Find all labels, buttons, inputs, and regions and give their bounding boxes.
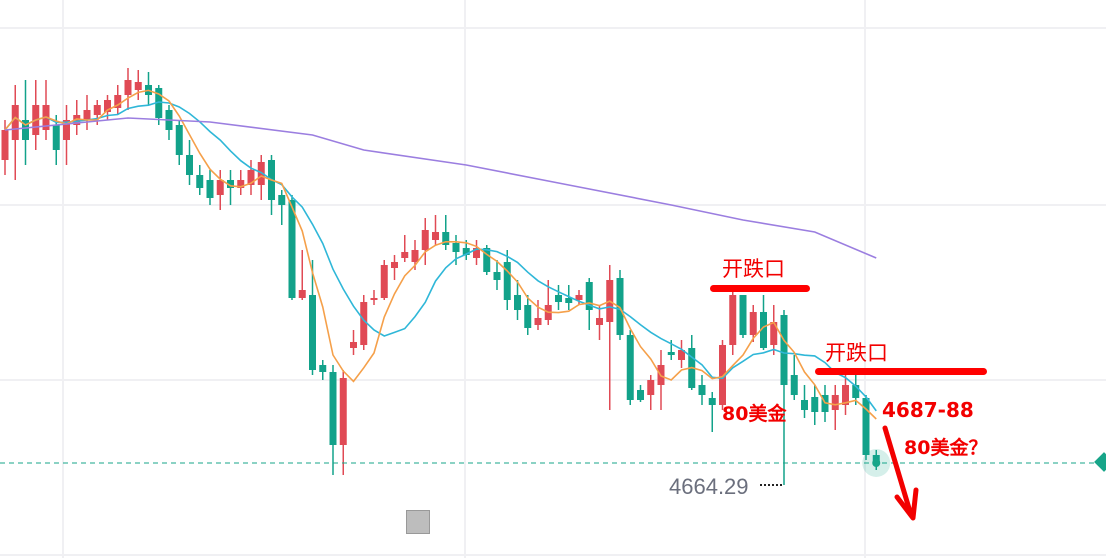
candle-body xyxy=(831,395,839,410)
down-arrow-head xyxy=(894,487,919,521)
candle-body xyxy=(842,385,849,405)
candle-body xyxy=(719,345,726,405)
annotation-move-2: 80美金？ xyxy=(904,437,988,459)
candle-body xyxy=(749,312,757,335)
candle-body xyxy=(339,378,347,445)
candle-body xyxy=(309,295,316,370)
candle-body xyxy=(667,352,675,355)
candle-body xyxy=(350,342,357,348)
candle-body xyxy=(134,82,142,90)
candle-body xyxy=(411,250,419,262)
candle-body xyxy=(708,398,716,405)
candle-body xyxy=(555,295,562,302)
candle-body xyxy=(637,390,644,400)
ma-long-line xyxy=(4,117,877,259)
candle-body xyxy=(432,232,439,240)
annotation-move-1: 80美金 xyxy=(722,403,787,425)
candle-body xyxy=(872,455,880,462)
candle-body xyxy=(52,125,60,150)
candle-body xyxy=(124,80,132,95)
candle-body xyxy=(11,105,19,140)
candle-body xyxy=(196,175,204,188)
candle-body xyxy=(575,295,583,300)
candle-body xyxy=(801,400,808,410)
candle-body xyxy=(503,262,511,300)
candle-body xyxy=(534,318,542,325)
candle-body xyxy=(862,398,870,455)
candle-body xyxy=(647,380,655,395)
candle-body xyxy=(114,95,122,108)
candle-body xyxy=(780,315,788,385)
candle-body xyxy=(462,248,470,255)
candle-body xyxy=(186,155,193,175)
candle-body xyxy=(565,298,573,303)
scroll-handle[interactable] xyxy=(406,510,430,534)
low-price-label: 4664.29 xyxy=(669,474,749,499)
down-arrow-shaft xyxy=(882,425,914,518)
candle-body xyxy=(319,365,327,372)
candle-body xyxy=(93,105,101,115)
candle-body xyxy=(104,100,111,112)
candle-body xyxy=(698,385,706,395)
candle-body xyxy=(790,375,798,395)
ma-slow-line xyxy=(4,101,877,412)
candle-body xyxy=(380,265,388,298)
candle-body xyxy=(678,350,685,360)
candle-body xyxy=(483,248,491,272)
candle-body xyxy=(22,120,29,140)
candle-body xyxy=(811,397,819,412)
candle-body xyxy=(493,272,501,280)
candle-body xyxy=(278,195,286,205)
candle-body xyxy=(442,232,450,245)
candle-body xyxy=(247,170,255,185)
candle-body xyxy=(596,318,603,325)
ma-fast-line xyxy=(4,89,877,420)
candle-body xyxy=(760,312,767,348)
candle-body xyxy=(329,372,337,445)
candle-body xyxy=(155,88,163,118)
candle-body xyxy=(729,295,737,345)
gap-line-1 xyxy=(710,285,810,292)
candle-body xyxy=(401,252,409,258)
candle-body xyxy=(739,295,747,335)
candle-body xyxy=(73,115,81,125)
candle-body xyxy=(514,295,521,310)
candle-body xyxy=(216,180,224,195)
candle-body xyxy=(206,180,214,198)
candle-body xyxy=(473,248,480,258)
candle-body xyxy=(288,200,296,298)
gap-line-2 xyxy=(815,368,987,375)
candle-body xyxy=(391,262,398,268)
candle-body xyxy=(1,130,9,160)
annotation-target: 4687-88 xyxy=(882,398,974,422)
low-price-leader xyxy=(760,484,782,486)
candle-body xyxy=(175,125,183,155)
candle-body xyxy=(626,335,634,400)
candle-body xyxy=(370,298,378,300)
candle-body xyxy=(237,180,245,188)
candle-body xyxy=(227,180,234,188)
candle-body xyxy=(616,278,624,335)
candle-body xyxy=(421,230,429,250)
annotation-gap-2: 开跌口 xyxy=(825,341,888,365)
candle-body xyxy=(770,322,778,345)
candle-body xyxy=(360,302,368,345)
last-price-dot xyxy=(872,459,881,467)
candle-body xyxy=(298,290,306,298)
candle-body xyxy=(524,305,532,328)
candle-body xyxy=(852,385,860,398)
candle-body xyxy=(63,120,70,140)
candle-body xyxy=(83,110,91,120)
candle-body xyxy=(452,243,460,252)
annotation-gap-1: 开跌口 xyxy=(722,257,785,281)
candle-body xyxy=(585,282,593,310)
